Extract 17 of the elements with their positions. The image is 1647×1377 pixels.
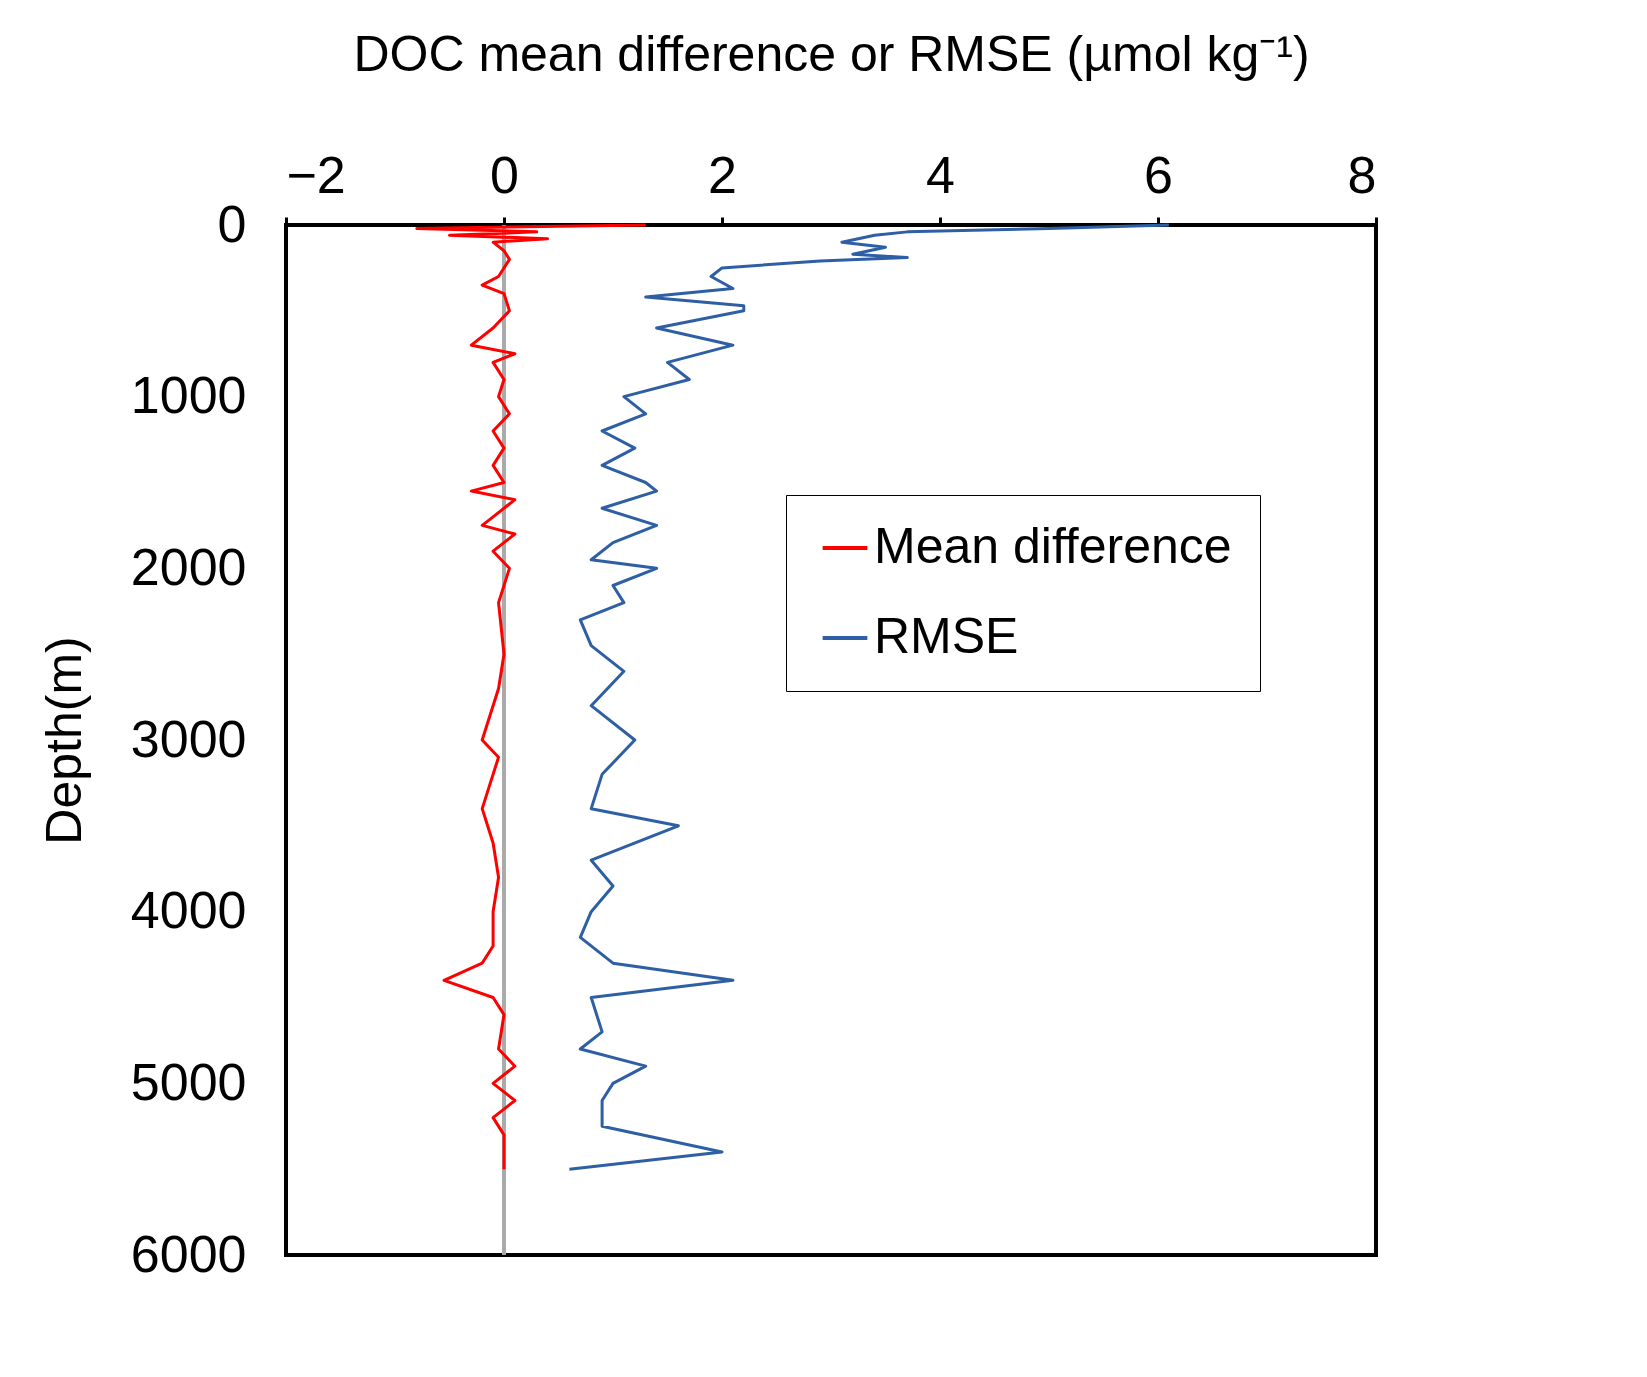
x-tick-label: 2 bbox=[708, 145, 737, 204]
y-tick-label: 6000 bbox=[130, 1224, 247, 1283]
y-tick-label: 4000 bbox=[130, 881, 247, 940]
x-tick-label: 0 bbox=[490, 145, 519, 204]
legend-label: Mean difference bbox=[874, 518, 1232, 574]
y-tick-label: 0 bbox=[217, 194, 247, 253]
y-tick-label: 1000 bbox=[130, 366, 247, 425]
x-axis-title: DOC mean difference or RMSE (µmol kg⁻¹) bbox=[353, 25, 1310, 82]
x-tick-label: 8 bbox=[1347, 145, 1377, 204]
x-tick-label: 6 bbox=[1144, 145, 1173, 204]
y-tick-label: 5000 bbox=[130, 1052, 247, 1111]
legend-label: RMSE bbox=[874, 608, 1019, 664]
y-axis-title: Depth(m) bbox=[35, 636, 92, 845]
x-tick-label: 4 bbox=[926, 145, 955, 204]
y-tick-label: 2000 bbox=[130, 537, 247, 596]
x-tick-label: −2 bbox=[286, 145, 346, 204]
y-tick-label: 3000 bbox=[130, 709, 247, 768]
